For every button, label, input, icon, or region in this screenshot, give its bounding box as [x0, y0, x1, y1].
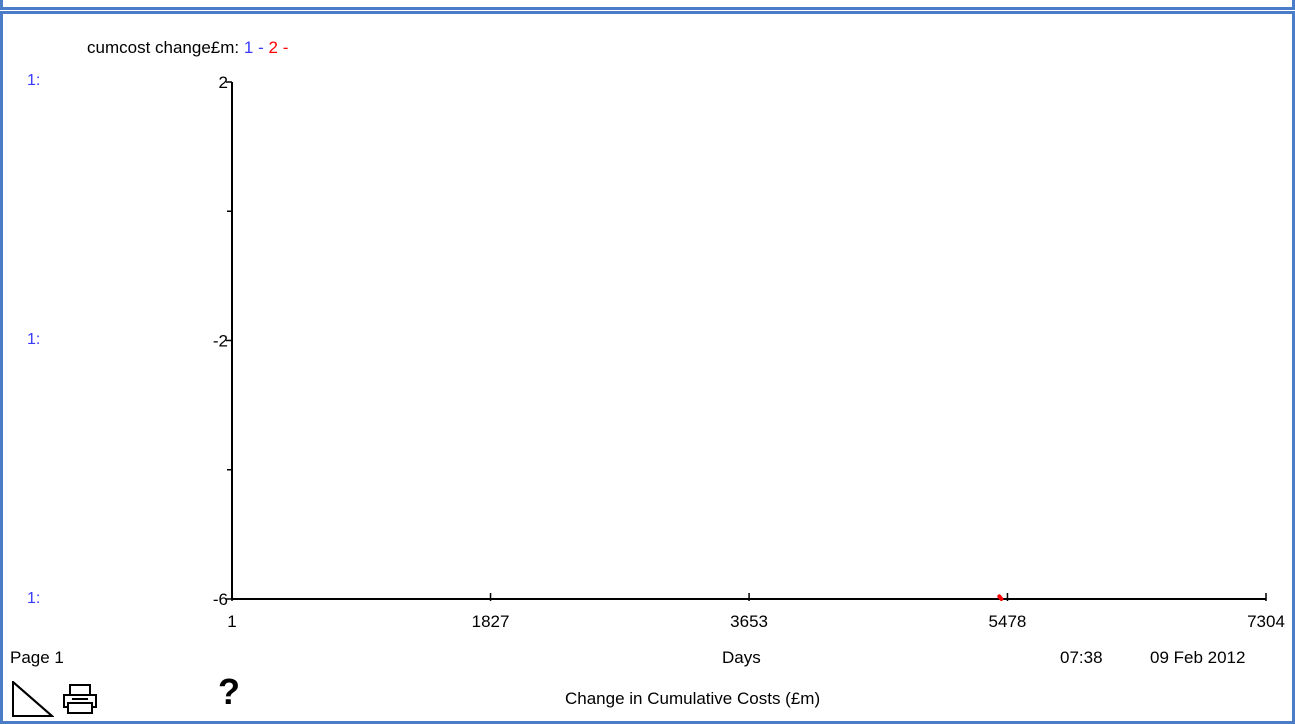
page-corner-icon[interactable] — [12, 679, 55, 722]
y-tick-label: 2 — [219, 73, 228, 92]
help-icon[interactable]: ? — [218, 671, 240, 712]
top-window-border — [0, 0, 1295, 10]
scale-label-top: 1: — [27, 72, 41, 89]
timestamp-time: 07:38 — [1060, 648, 1103, 667]
legend: cumcost change£m: 1 - 2 - — [87, 38, 288, 58]
scale-label-middle: 1: — [27, 331, 41, 348]
y-tick-label: -6 — [213, 590, 228, 609]
legend-series-1-dash: - — [258, 38, 264, 57]
legend-series-2-dash: - — [282, 38, 289, 57]
x-tick-label: 1 — [227, 612, 236, 631]
page-label: Page 1 — [10, 648, 64, 667]
legend-series-1: 1 — [243, 38, 254, 57]
legend-series-2: 2 — [268, 38, 278, 57]
x-tick-label: 3653 — [730, 612, 768, 631]
x-tick-label: 1827 — [472, 612, 510, 631]
legend-label: cumcost change£m: — [87, 38, 240, 57]
x-tick-label: 5478 — [989, 612, 1027, 631]
printer-icon[interactable] — [62, 683, 98, 720]
timestamp-date: 09 Feb 2012 — [1150, 648, 1246, 667]
x-tick-label: 7304 — [1247, 612, 1285, 631]
graph-caption: Change in Cumulative Costs (£m) — [565, 689, 821, 708]
x-axis-label: Days — [722, 648, 761, 667]
scale-label-bottom: 1: — [27, 590, 41, 607]
y-tick-label: -2 — [213, 332, 228, 351]
series-2-line — [997, 594, 1004, 601]
